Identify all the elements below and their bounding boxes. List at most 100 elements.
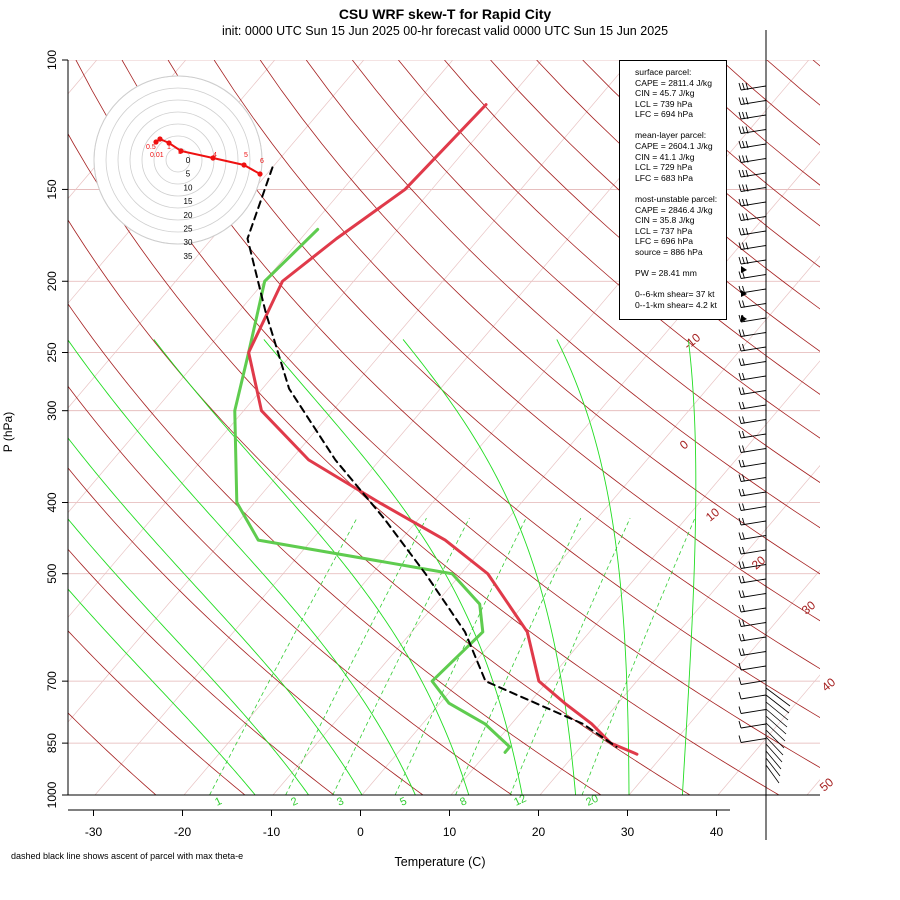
hodograph-point-label: 3 — [178, 149, 182, 156]
moist-adiabat — [153, 339, 470, 795]
info-line: CAPE = 2604.1 J/kg — [635, 141, 713, 152]
mixing-ratio-line — [509, 517, 631, 795]
wind-barb — [765, 736, 784, 756]
wind-barb — [738, 227, 767, 236]
info-block: most-unstable parcel: CAPE = 2846.4 J/kg C… — [635, 194, 726, 258]
info-block: 0--6-km shear= 37 kt 0--1-km shear= 4.2 k… — [635, 289, 726, 310]
wind-barb — [738, 488, 767, 497]
info-line: CIN = 35.8 J/kg — [635, 215, 695, 226]
isotherm-label: 40 — [819, 675, 838, 695]
hodograph-point-label: 5 — [244, 152, 248, 159]
wind-barb — [738, 372, 767, 381]
wind-barb — [738, 155, 767, 163]
info-line: LFC = 696 hPa — [635, 236, 694, 247]
hodograph-point — [210, 155, 216, 161]
isotherm — [539, 465, 820, 795]
x-tick-label: 30 — [621, 825, 635, 839]
isotherm-label: 30 — [799, 598, 818, 618]
dry-adiabat — [68, 385, 513, 795]
wind-barb — [738, 517, 767, 526]
parcel-ascent-line — [246, 166, 618, 748]
mixing-ratio-label: 5 — [398, 795, 409, 808]
mixing-ratio-label: 1 — [213, 795, 224, 808]
info-line: LCL = 729 hPa — [635, 162, 693, 173]
dry-adiabat — [167, 60, 820, 670]
y-tick-label: 150 — [45, 179, 59, 199]
hodograph-point-label: 4 — [213, 152, 217, 159]
wind-barb — [765, 715, 787, 735]
wind-barb — [738, 561, 767, 569]
wind-barb — [738, 706, 767, 714]
x-tick-label: 0 — [357, 825, 364, 839]
isotherm — [450, 360, 820, 795]
isotherm — [717, 674, 820, 795]
wind-barb — [738, 401, 767, 410]
dry-adiabat — [68, 630, 246, 795]
moist-adiabat — [68, 339, 416, 795]
hodograph-point-label: 0.01 — [150, 152, 164, 159]
wind-barb — [738, 387, 767, 395]
wind-barb — [738, 329, 767, 337]
isotherm-label: 10 — [703, 505, 722, 525]
info-line: LCL = 739 hPa — [635, 98, 693, 109]
dry-adiabat — [305, 60, 820, 529]
hodograph-ring — [93, 75, 263, 245]
mixing-ratio-line — [581, 517, 696, 795]
wind-barb — [738, 691, 767, 700]
mixing-ratio-label: 20 — [584, 793, 600, 809]
info-block: surface parcel: CAPE = 2811.4 J/kg CIN = 4… — [635, 67, 726, 120]
wind-barb — [738, 256, 767, 265]
info-line: PW = 28.41 mm — [635, 268, 697, 278]
wind-barb — [738, 619, 767, 627]
wind-flag — [741, 266, 747, 273]
wind-barb — [765, 701, 789, 721]
chart-subtitle: init: 0000 UTC Sun 15 Jun 2025 00-hr for… — [221, 24, 669, 38]
dry-adiabat — [213, 60, 820, 622]
x-tick-label: -20 — [174, 825, 192, 839]
wind-barb — [738, 735, 767, 743]
wind-barb — [738, 474, 767, 482]
hodograph-point — [157, 136, 163, 142]
temperature-line — [247, 103, 639, 756]
x-tick-label: -30 — [85, 825, 103, 839]
wind-barb — [738, 604, 767, 613]
isotherm — [68, 60, 632, 723]
wind-barb — [738, 430, 767, 439]
wind-barb — [765, 694, 790, 714]
moist-adiabat — [68, 588, 256, 795]
wind-barb — [765, 750, 782, 770]
wind-flag — [741, 290, 747, 297]
mixing-ratio-label: 8 — [458, 795, 469, 808]
hodograph-point-label: 1 — [167, 144, 171, 151]
moist-adiabat — [681, 339, 697, 795]
info-line: CIN = 45.7 J/kg — [635, 88, 695, 99]
mixing-ratio-label: 2 — [289, 795, 300, 808]
wind-barb — [738, 126, 767, 134]
wind-barb — [765, 764, 780, 784]
info-line: LFC = 683 hPa — [635, 172, 694, 183]
hodograph-point — [166, 140, 172, 146]
dry-adiabat — [259, 60, 820, 575]
wind-barb — [765, 757, 781, 777]
dry-adiabat — [68, 132, 780, 795]
wind-barb — [738, 503, 767, 511]
x-tick-label: -10 — [263, 825, 281, 839]
mixing-ratio-line — [285, 517, 427, 795]
isotherm — [68, 60, 365, 409]
wind-barb — [738, 184, 767, 192]
wind-barb — [738, 242, 767, 250]
info-heading: most-unstable parcel: — [635, 193, 718, 204]
wind-flag — [741, 315, 747, 322]
wind-barb — [738, 140, 767, 149]
hodograph-ring-label: 0 — [186, 156, 191, 165]
wind-barb — [738, 213, 767, 221]
mixing-ratio-label: 3 — [335, 795, 346, 808]
hodograph-ring-label: 30 — [184, 238, 193, 247]
info-heading: surface parcel: — [635, 67, 692, 77]
mixing-ratio-label: 12 — [512, 793, 528, 809]
wind-barb — [738, 720, 767, 729]
y-tick-label: 1000 — [45, 781, 59, 808]
info-heading: mean-layer parcel: — [635, 130, 707, 141]
parcel-info-box: surface parcel: CAPE = 2811.4 J/kg CIN = 4… — [619, 60, 727, 320]
dry-adiabat — [720, 60, 820, 146]
